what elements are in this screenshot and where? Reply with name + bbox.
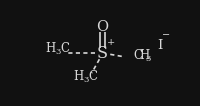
Text: C: C	[88, 70, 97, 83]
Text: H: H	[73, 70, 83, 83]
Text: +: +	[107, 38, 115, 47]
Text: H: H	[139, 49, 150, 62]
Text: C: C	[60, 42, 69, 55]
Text: C: C	[134, 49, 142, 62]
Text: H: H	[45, 42, 55, 55]
Text: 3: 3	[146, 55, 151, 63]
Text: 3: 3	[55, 48, 61, 56]
Text: −: −	[162, 31, 170, 40]
Text: I: I	[157, 39, 163, 52]
Text: S: S	[97, 45, 108, 62]
Text: O: O	[96, 20, 109, 34]
Text: 3: 3	[83, 76, 89, 84]
